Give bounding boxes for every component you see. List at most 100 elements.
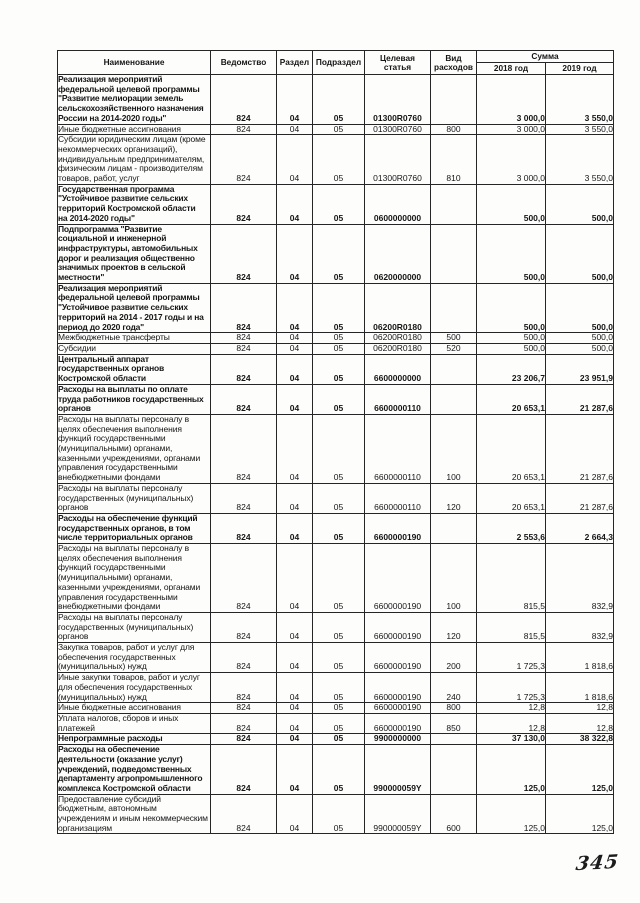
row-expense-type: 810 [430, 134, 477, 185]
table-row: Реализация мероприятий федеральной целев… [57, 74, 614, 125]
row-expense-type [430, 223, 477, 284]
row-subsection: 05 [312, 383, 365, 415]
row-target-article: 6600000190 [364, 543, 431, 613]
table-row: Иные закупки товаров, работ и услуг для … [57, 672, 614, 704]
row-subsection: 05 [312, 712, 365, 735]
table-row: Расходы на выплаты персоналу государстве… [57, 482, 614, 514]
row-name: Расходы на выплаты персоналу государстве… [57, 611, 211, 644]
row-sum-2018: 20 653,1 [476, 413, 546, 484]
row-expense-type [430, 512, 477, 545]
row-sum-2018: 1 725,3 [476, 642, 546, 674]
row-section: 04 [276, 611, 313, 644]
row-section: 04 [276, 413, 313, 484]
row-expense-type: 520 [430, 342, 477, 355]
table-row: Расходы на обеспечение деятельности (ока… [57, 744, 614, 795]
row-sum-2019: 21 287,6 [545, 482, 614, 514]
table-row: Иные бюджетные ассигнования 824 04 05 66… [57, 702, 614, 714]
row-subsection: 05 [312, 74, 365, 125]
row-expense-type: 240 [430, 672, 477, 704]
row-target-article: 6600000110 [364, 413, 431, 484]
row-name: Субсидии юридическим лицам (кроме некомм… [57, 134, 211, 185]
row-department: 824 [210, 712, 277, 735]
row-sum-2019: 500,0 [545, 223, 614, 284]
row-subsection: 05 [312, 512, 365, 545]
table-row: Расходы на выплаты персоналу государстве… [57, 611, 614, 644]
table-row: Расходы на выплаты по оплате труда работ… [57, 383, 614, 415]
header-sum-2018: 2018 год [476, 62, 546, 75]
row-section: 04 [276, 702, 313, 714]
row-target-article: 06200R0180 [364, 342, 431, 355]
row-subsection: 05 [312, 702, 365, 714]
row-expense-type: 100 [430, 543, 477, 613]
row-department: 824 [210, 512, 277, 545]
row-section: 04 [276, 482, 313, 514]
row-target-article: 6600000110 [364, 383, 431, 415]
row-section: 04 [276, 342, 313, 355]
row-name: Иные закупки товаров, работ и услуг для … [57, 672, 211, 704]
table-row: Закупка товаров, работ и услуг для обесп… [57, 642, 614, 674]
row-target-article: 06200R0180 [364, 332, 431, 344]
row-name: Иные бюджетные ассигнования [57, 123, 211, 136]
row-expense-type: 850 [430, 712, 477, 735]
table-row: Уплата налогов, сборов и иных платежей 8… [57, 712, 614, 735]
row-section: 04 [276, 353, 313, 385]
row-sum-2019: 832,9 [545, 611, 614, 644]
row-sum-2019: 38 322,8 [545, 733, 614, 746]
row-section: 04 [276, 512, 313, 545]
row-target-article: 0600000000 [364, 183, 431, 225]
row-target-article: 0620000000 [364, 223, 431, 284]
table-row: Субсидии 824 04 05 06200R0180 520 500,0 … [57, 342, 614, 355]
row-target-article: 6600000190 [364, 611, 431, 644]
header-subsection: Подраздел [312, 50, 365, 75]
row-target-article: 01300R0760 [364, 134, 431, 185]
row-target-article: 6600000190 [364, 512, 431, 545]
table-row: Расходы на выплаты персоналу в целях обе… [57, 413, 614, 484]
row-target-article: 06200R0180 [364, 282, 431, 334]
row-section: 04 [276, 123, 313, 136]
row-name: Иные бюджетные ассигнования [57, 702, 211, 714]
row-expense-type: 100 [430, 413, 477, 484]
row-sum-2018: 23 206,7 [476, 353, 546, 385]
row-name: Реализация мероприятий федеральной целев… [57, 282, 211, 334]
row-sum-2019: 125,0 [545, 744, 614, 795]
row-subsection: 05 [312, 482, 365, 514]
row-subsection: 05 [312, 183, 365, 225]
table-row: Реализация мероприятий федеральной целев… [57, 282, 614, 334]
row-expense-type: 800 [430, 702, 477, 714]
budget-table-header: Наименование Ведомство Раздел Подраздел … [57, 50, 614, 75]
row-name: Расходы на выплаты персоналу в целях обе… [57, 543, 211, 613]
row-department: 824 [210, 672, 277, 704]
row-department: 824 [210, 183, 277, 225]
row-target-article: 990000059Y [364, 793, 431, 835]
row-name: Непрограммные расходы [57, 733, 211, 746]
row-department: 824 [210, 134, 277, 185]
row-department: 824 [210, 702, 277, 714]
row-department: 824 [210, 123, 277, 136]
row-sum-2019: 21 287,6 [545, 413, 614, 484]
row-subsection: 05 [312, 223, 365, 284]
row-subsection: 05 [312, 134, 365, 185]
row-name: Подпрограмма "Развитие социальной и инже… [57, 223, 211, 284]
row-department: 824 [210, 332, 277, 344]
row-subsection: 05 [312, 543, 365, 613]
table-row: Государственная программа "Устойчивое ра… [57, 183, 614, 225]
row-sum-2018: 500,0 [476, 183, 546, 225]
row-sum-2019: 1 818,6 [545, 642, 614, 674]
row-sum-2018: 20 653,1 [476, 482, 546, 514]
row-sum-2018: 500,0 [476, 332, 546, 344]
row-expense-type [430, 282, 477, 334]
row-target-article: 6600000190 [364, 702, 431, 714]
row-department: 824 [210, 793, 277, 835]
row-expense-type: 200 [430, 642, 477, 674]
row-sum-2019: 500,0 [545, 282, 614, 334]
row-expense-type [430, 183, 477, 225]
table-row: Центральный аппарат государственных орга… [57, 353, 614, 385]
row-target-article: 6600000190 [364, 712, 431, 735]
table-row: Подпрограмма "Развитие социальной и инже… [57, 223, 614, 284]
row-name: Центральный аппарат государственных орга… [57, 353, 211, 385]
row-department: 824 [210, 383, 277, 415]
row-sum-2018: 815,5 [476, 543, 546, 613]
header-section: Раздел [276, 50, 313, 75]
row-sum-2019: 125,0 [545, 793, 614, 835]
